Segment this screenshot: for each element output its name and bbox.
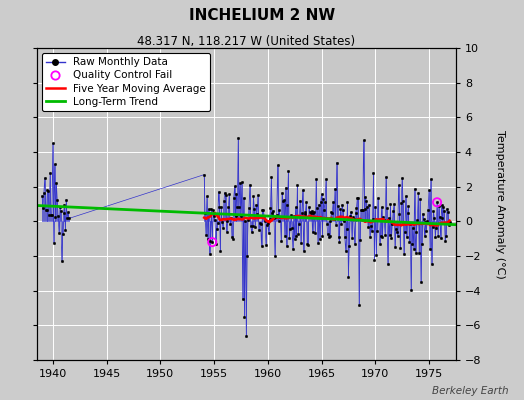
Text: INCHELIUM 2 NW: INCHELIUM 2 NW [189, 8, 335, 23]
Point [208, 239, 216, 245]
Title: 48.317 N, 118.217 W (United States): 48.317 N, 118.217 W (United States) [137, 35, 355, 48]
Y-axis label: Temperature Anomaly (°C): Temperature Anomaly (°C) [495, 130, 505, 278]
Point [433, 199, 441, 206]
Text: Berkeley Earth: Berkeley Earth [432, 386, 508, 396]
Legend: Raw Monthly Data, Quality Control Fail, Five Year Moving Average, Long-Term Tren: Raw Monthly Data, Quality Control Fail, … [42, 53, 210, 111]
